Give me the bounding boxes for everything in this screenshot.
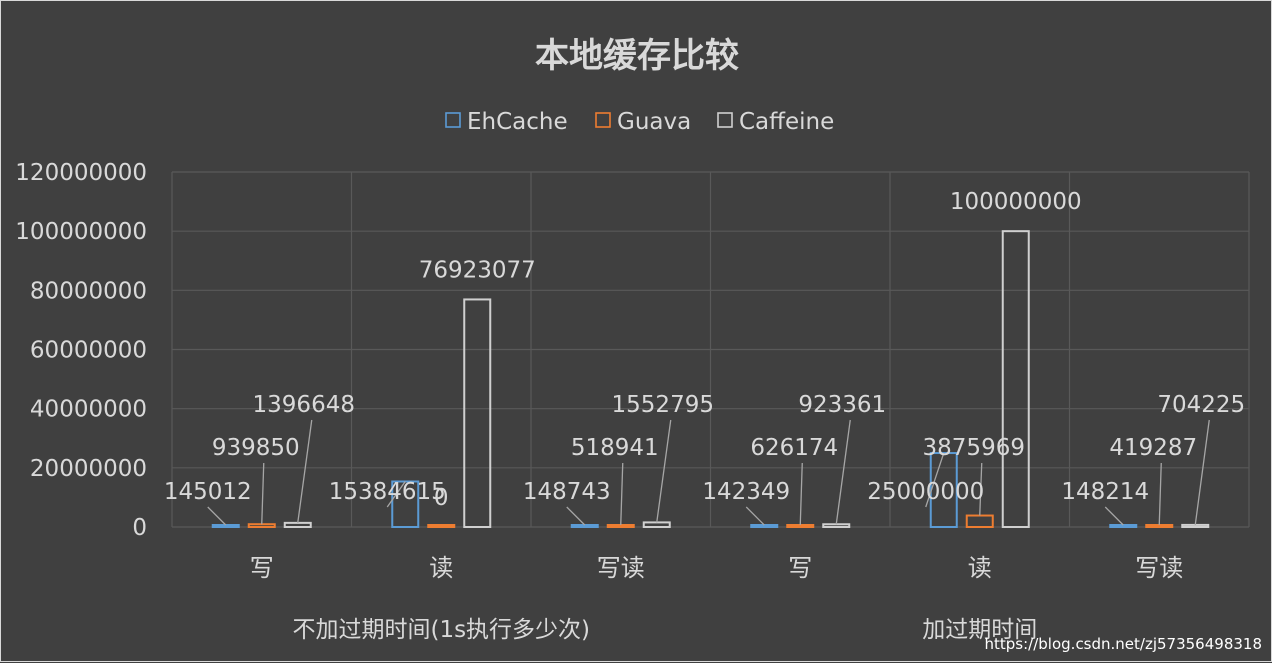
leader-line bbox=[566, 506, 586, 526]
bar bbox=[570, 524, 599, 528]
category-label: 写读 bbox=[597, 554, 645, 582]
x-axis-categories: 写读写读写读写读 bbox=[250, 554, 1184, 582]
group-label: 加过期时间 bbox=[922, 617, 1037, 643]
data-label: 1552795 bbox=[612, 392, 714, 418]
leader-line bbox=[207, 506, 227, 526]
data-label: 939850 bbox=[212, 435, 300, 461]
data-label: 518941 bbox=[571, 435, 659, 461]
data-label: 1396648 bbox=[253, 392, 355, 418]
chart-title: 本地缓存比较 bbox=[535, 36, 739, 76]
leader-line bbox=[799, 462, 803, 526]
legend: EhCache Guava Caffeine bbox=[445, 109, 834, 135]
legend-label-caffeine: Caffeine bbox=[739, 109, 834, 135]
data-label: 15384615 bbox=[329, 479, 446, 505]
data-label: 100000000 bbox=[950, 189, 1082, 215]
bar bbox=[211, 524, 240, 528]
data-label: 148743 bbox=[523, 479, 611, 505]
legend-label-ehcache: EhCache bbox=[467, 109, 568, 135]
y-tick-label: 20000000 bbox=[30, 456, 147, 482]
y-tick-label: 80000000 bbox=[30, 278, 147, 304]
category-label: 写 bbox=[250, 554, 274, 582]
bar bbox=[1145, 524, 1174, 528]
legend-swatch-ehcache bbox=[445, 112, 461, 128]
leader-line bbox=[656, 419, 672, 523]
y-tick-label: 40000000 bbox=[30, 397, 147, 423]
label-leader-lines bbox=[207, 419, 1210, 526]
leader-line bbox=[620, 462, 624, 526]
data-labels: 145012 15384615 148743 142349 25000000 148214… bbox=[164, 189, 1245, 511]
leader-line bbox=[979, 462, 983, 516]
category-label: 写读 bbox=[1135, 554, 1183, 582]
group-label: 不加过期时间(1s执行多少次) bbox=[292, 617, 590, 643]
bar bbox=[1109, 524, 1138, 528]
watermark: https://blog.csdn.net/zj57356498318 bbox=[985, 635, 1262, 653]
data-label: 0 bbox=[434, 485, 449, 511]
bar bbox=[642, 521, 671, 528]
data-label: 148214 bbox=[1061, 479, 1149, 505]
bar bbox=[606, 524, 635, 528]
gridlines bbox=[171, 171, 1250, 528]
data-label: 76923077 bbox=[419, 257, 536, 283]
category-label: 读 bbox=[429, 554, 453, 582]
bar bbox=[283, 521, 312, 528]
leader-line bbox=[1158, 462, 1162, 526]
data-label: 145012 bbox=[164, 479, 252, 505]
bar bbox=[1001, 230, 1030, 529]
leader-line bbox=[1194, 419, 1210, 526]
bar bbox=[463, 298, 492, 528]
leader-line bbox=[297, 419, 313, 523]
data-label: 626174 bbox=[750, 435, 838, 461]
data-label: 923361 bbox=[798, 392, 886, 418]
y-tick-label: 100000000 bbox=[15, 219, 147, 245]
data-label: 704225 bbox=[1157, 392, 1245, 418]
leader-line bbox=[1104, 506, 1124, 526]
leader-line bbox=[261, 462, 265, 525]
bar bbox=[247, 523, 276, 528]
data-label: 3875969 bbox=[923, 435, 1025, 461]
leader-line bbox=[745, 506, 765, 526]
bar bbox=[786, 524, 815, 528]
bar bbox=[427, 524, 456, 528]
legend-swatch-guava bbox=[595, 112, 611, 128]
legend-label-guava: Guava bbox=[617, 109, 691, 135]
x-axis-groups: 不加过期时间(1s执行多少次) 加过期时间 bbox=[292, 617, 1037, 643]
bar bbox=[750, 524, 779, 528]
leader-line bbox=[925, 452, 945, 508]
bar bbox=[822, 523, 851, 528]
y-tick-label: 60000000 bbox=[30, 338, 147, 364]
leader-line bbox=[386, 481, 406, 508]
bar bbox=[965, 514, 994, 528]
y-tick-label: 120000000 bbox=[15, 160, 147, 186]
bar bbox=[1181, 523, 1210, 529]
y-tick-label: 0 bbox=[132, 515, 147, 541]
legend-swatch-caffeine bbox=[717, 112, 733, 128]
y-axis-ticks: 0 20000000 40000000 60000000 80000000 1000000… bbox=[15, 160, 147, 541]
data-label: 419287 bbox=[1109, 435, 1197, 461]
leader-line bbox=[835, 419, 851, 525]
category-label: 读 bbox=[968, 554, 992, 582]
category-label: 写 bbox=[788, 554, 812, 582]
data-label: 25000000 bbox=[867, 479, 984, 505]
data-label: 142349 bbox=[702, 479, 790, 505]
